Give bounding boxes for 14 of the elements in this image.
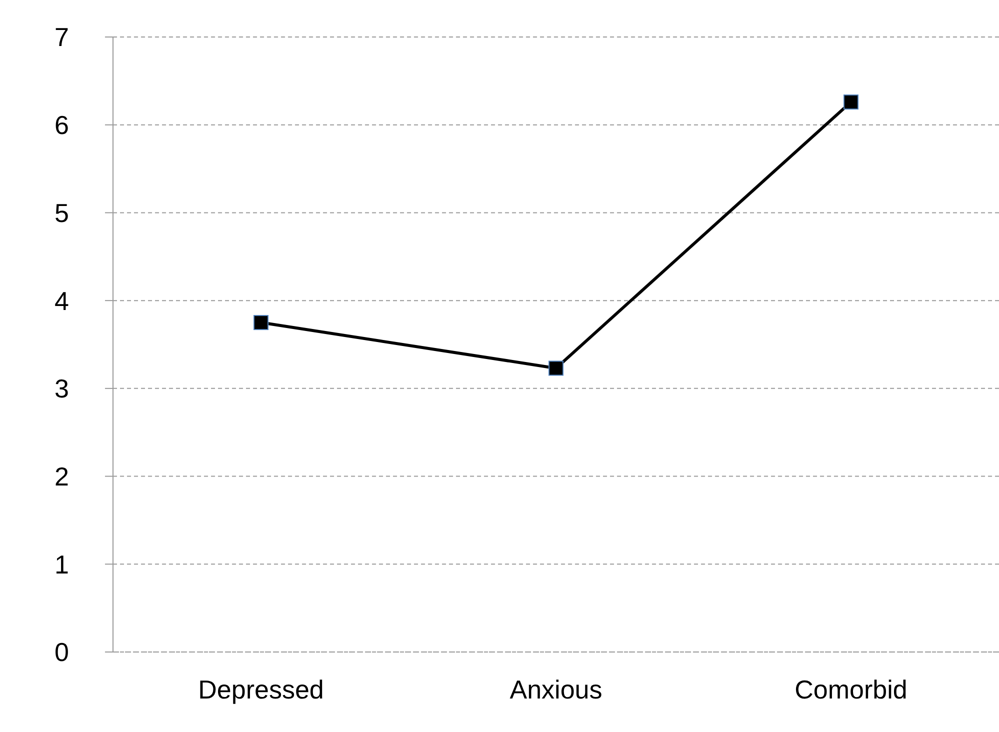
point xyxy=(254,315,268,330)
point xyxy=(844,94,858,110)
y-tick-label: 0 xyxy=(54,637,69,668)
y-tick-label: 2 xyxy=(54,462,69,492)
y-tick-label: 4 xyxy=(54,286,69,316)
y-tick-label: 6 xyxy=(54,110,69,140)
x-tick-label: Depressed xyxy=(198,674,324,704)
y-tick-label: 7 xyxy=(54,22,69,52)
y-tick-label: 1 xyxy=(54,549,69,580)
y-tick-label: 3 xyxy=(54,374,69,404)
x-tick-label: Comorbid xyxy=(794,674,908,704)
point xyxy=(548,360,564,376)
x-tick-label: Anxious xyxy=(510,674,602,704)
y-tick-label: 5 xyxy=(54,198,69,228)
